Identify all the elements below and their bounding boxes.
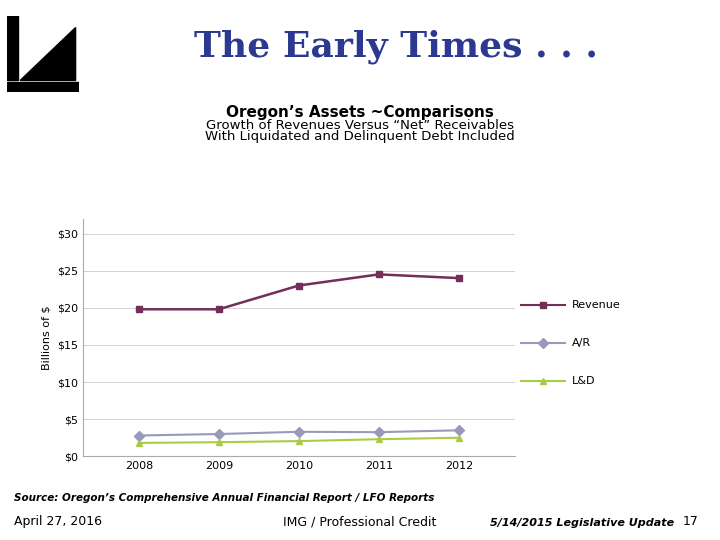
Text: Source: Oregon’s Comprehensive Annual Financial Report / LFO Reports: Source: Oregon’s Comprehensive Annual Fi… <box>14 493 435 503</box>
Text: 17: 17 <box>683 515 698 528</box>
Revenue <box>215 306 223 313</box>
Text: IMG / Professional Credit: IMG / Professional Credit <box>283 515 437 528</box>
Revenue <box>374 271 383 278</box>
Polygon shape <box>7 82 79 92</box>
Line: A/R: A/R <box>135 427 462 439</box>
Text: The Early Times . . .: The Early Times . . . <box>194 30 598 64</box>
Text: A/R: A/R <box>572 338 591 348</box>
A/R <box>374 429 383 435</box>
Text: Revenue: Revenue <box>572 300 621 310</box>
A/R <box>135 432 143 438</box>
Text: 5/14/2015 Legislative Update: 5/14/2015 Legislative Update <box>490 518 674 528</box>
Text: With Liquidated and Delinquent Debt Included: With Liquidated and Delinquent Debt Incl… <box>205 130 515 143</box>
L&D <box>294 438 303 444</box>
Text: April 27, 2016: April 27, 2016 <box>14 515 102 528</box>
Revenue <box>454 275 463 281</box>
A/R <box>454 427 463 434</box>
L&D <box>215 439 223 446</box>
Polygon shape <box>20 28 76 80</box>
Text: Growth of Revenues Versus “Net” Receivables: Growth of Revenues Versus “Net” Receivab… <box>206 119 514 132</box>
Line: L&D: L&D <box>135 434 462 447</box>
L&D <box>135 440 143 446</box>
L&D <box>454 435 463 441</box>
Revenue <box>294 282 303 289</box>
A/R <box>294 429 303 435</box>
Text: L&D: L&D <box>572 376 595 386</box>
Line: Revenue: Revenue <box>135 271 462 313</box>
Y-axis label: Billions of $: Billions of $ <box>41 305 51 370</box>
Text: Oregon’s Assets ~Comparisons: Oregon’s Assets ~Comparisons <box>226 105 494 120</box>
L&D <box>374 436 383 442</box>
Revenue <box>135 306 143 313</box>
Polygon shape <box>7 16 18 80</box>
A/R <box>215 431 223 437</box>
